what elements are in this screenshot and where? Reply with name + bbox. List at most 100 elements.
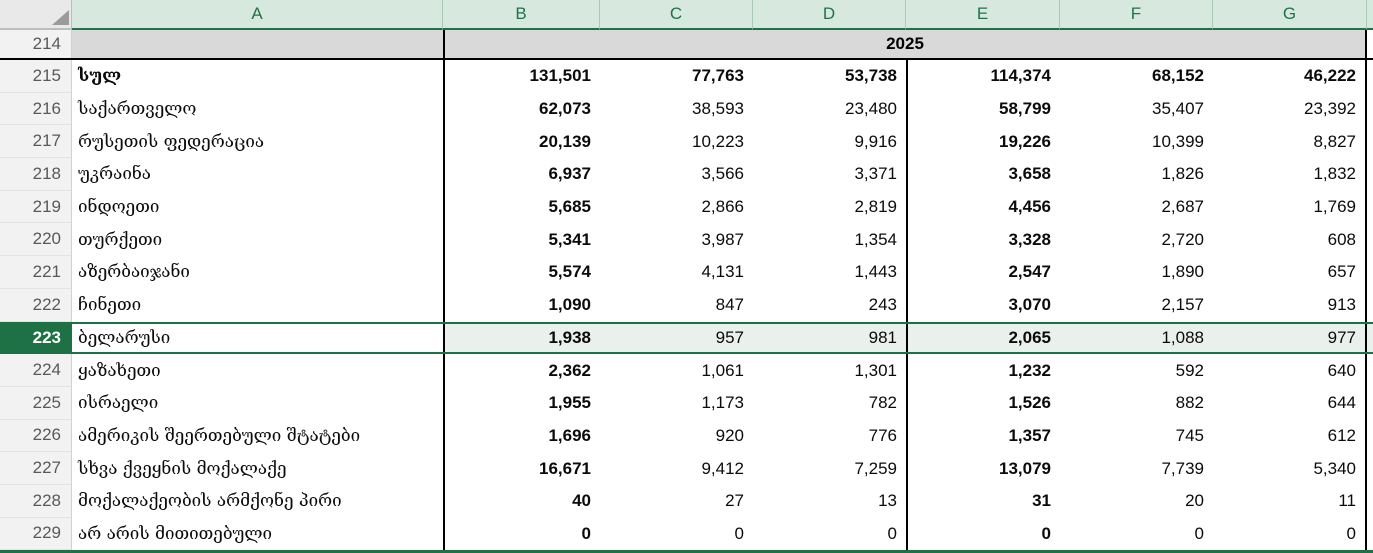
value-cell-d[interactable]: 53,738 bbox=[845, 66, 897, 86]
value-cell-d[interactable]: 776 bbox=[868, 425, 897, 445]
row-header-214[interactable]: 214 bbox=[0, 30, 72, 58]
column-header-d[interactable]: D bbox=[753, 0, 906, 30]
value-cell-e[interactable]: 19,226 bbox=[906, 125, 1060, 159]
value-cell-b[interactable]: 0 bbox=[443, 517, 600, 551]
value-cell-g[interactable]: 46,222 bbox=[1213, 60, 1367, 93]
country-label-cell[interactable]: საქართველო bbox=[78, 99, 197, 120]
value-cell-f[interactable]: 68,152 bbox=[1152, 66, 1204, 86]
value-cell-c[interactable]: 1,173 bbox=[701, 393, 744, 413]
column-header-f[interactable]: F bbox=[1060, 0, 1213, 30]
value-cell-g[interactable]: 977 bbox=[1213, 323, 1367, 353]
value-cell-d[interactable]: 1,354 bbox=[854, 229, 897, 249]
value-cell-g[interactable]: 608 bbox=[1213, 223, 1367, 257]
value-cell-e[interactable]: 1,526 bbox=[906, 386, 1060, 420]
select-all-corner[interactable] bbox=[0, 0, 72, 30]
value-cell-g[interactable]: 1,832 bbox=[1213, 158, 1367, 191]
value-cell-f[interactable]: 882 bbox=[1175, 393, 1204, 413]
country-label-cell[interactable]: არ არის მითითებული bbox=[78, 523, 273, 544]
country-label-cell[interactable]: ბელარუსი bbox=[78, 327, 171, 348]
value-cell-d[interactable]: 1,301 bbox=[854, 360, 897, 380]
country-label-cell[interactable]: რუსეთის ფედერაცია bbox=[78, 131, 265, 152]
value-cell-c[interactable]: 27 bbox=[725, 491, 744, 511]
value-cell-c[interactable]: 0 bbox=[734, 523, 744, 543]
value-cell-f[interactable]: 2,687 bbox=[1161, 197, 1204, 217]
value-cell-f[interactable]: 1,088 bbox=[1060, 323, 1213, 353]
value-cell-f[interactable]: 592 bbox=[1175, 360, 1204, 380]
year-merged-cell[interactable]: 2025 bbox=[443, 30, 1367, 58]
value-cell-g[interactable]: 5,340 bbox=[1213, 452, 1367, 485]
value-cell-d[interactable]: 13 bbox=[878, 491, 897, 511]
value-cell-b[interactable]: 131,501 bbox=[443, 60, 600, 93]
value-cell-b[interactable]: 40 bbox=[443, 484, 600, 518]
value-cell-e[interactable]: 31 bbox=[906, 484, 1060, 518]
value-cell-c[interactable]: 4,131 bbox=[701, 262, 744, 282]
value-cell-f[interactable]: 35,407 bbox=[1152, 99, 1204, 119]
value-cell-c[interactable]: 10,223 bbox=[692, 131, 744, 151]
value-cell-g[interactable]: 913 bbox=[1213, 288, 1367, 322]
value-cell-f[interactable]: 0 bbox=[1194, 523, 1204, 543]
country-label-cell[interactable]: თურქეთი bbox=[78, 229, 163, 250]
row-header-226[interactable]: 226 bbox=[0, 419, 72, 453]
value-cell-d[interactable]: 3,371 bbox=[854, 164, 897, 184]
value-cell-e[interactable]: 13,079 bbox=[906, 452, 1060, 485]
value-cell-c[interactable]: 38,593 bbox=[692, 99, 744, 119]
country-label-cell[interactable]: აზერბაიჯანი bbox=[78, 262, 190, 283]
row-header-223[interactable]: 223 bbox=[0, 323, 72, 353]
row-header-222[interactable]: 222 bbox=[0, 288, 72, 322]
value-cell-g[interactable]: 657 bbox=[1213, 256, 1367, 289]
row-header-225[interactable]: 225 bbox=[0, 386, 72, 420]
country-label-cell[interactable]: ჩინეთი bbox=[78, 295, 142, 316]
value-cell-c[interactable]: 3,987 bbox=[701, 229, 744, 249]
row-header-216[interactable]: 216 bbox=[0, 92, 72, 126]
value-cell-b[interactable]: 6,937 bbox=[443, 158, 600, 191]
value-cell-g[interactable]: 640 bbox=[1213, 354, 1367, 387]
value-cell-d[interactable]: 9,916 bbox=[854, 131, 897, 151]
value-cell-c[interactable]: 957 bbox=[600, 323, 753, 353]
value-cell-e[interactable]: 2,065 bbox=[906, 323, 1060, 353]
value-cell-c[interactable]: 1,061 bbox=[701, 360, 744, 380]
value-cell-f[interactable]: 2,157 bbox=[1161, 295, 1204, 315]
value-cell-d[interactable]: 0 bbox=[887, 523, 897, 543]
value-cell-f[interactable]: 2,720 bbox=[1161, 229, 1204, 249]
value-cell-b[interactable]: 5,574 bbox=[443, 256, 600, 289]
value-cell-d[interactable]: 23,480 bbox=[845, 99, 897, 119]
value-cell-c[interactable]: 2,866 bbox=[701, 197, 744, 217]
country-label-cell[interactable]: სხვა ქვეყნის მოქალაქე bbox=[78, 458, 287, 479]
value-cell-g[interactable]: 23,392 bbox=[1213, 92, 1367, 126]
column-header-a[interactable]: A bbox=[72, 0, 443, 30]
value-cell-e[interactable]: 4,456 bbox=[906, 190, 1060, 224]
value-cell-d[interactable]: 782 bbox=[868, 393, 897, 413]
country-label-cell[interactable]: სულ bbox=[78, 66, 122, 87]
value-cell-f[interactable]: 1,826 bbox=[1161, 164, 1204, 184]
country-label-cell[interactable]: უკრაინა bbox=[78, 164, 151, 185]
value-cell-b[interactable]: 16,671 bbox=[443, 452, 600, 485]
country-label-cell[interactable]: მოქალაქეობის არმქონე პირი bbox=[78, 491, 342, 512]
value-cell-e[interactable]: 1,357 bbox=[906, 419, 1060, 453]
value-cell-d[interactable]: 243 bbox=[868, 295, 897, 315]
row-header-219[interactable]: 219 bbox=[0, 190, 72, 224]
value-cell-f[interactable]: 7,739 bbox=[1161, 458, 1204, 478]
value-cell-g[interactable]: 11 bbox=[1213, 484, 1367, 518]
value-cell-f[interactable]: 20 bbox=[1185, 491, 1204, 511]
value-cell-b[interactable]: 5,341 bbox=[443, 223, 600, 257]
country-label-cell[interactable]: ყაზახეთი bbox=[78, 360, 161, 381]
value-cell-e[interactable]: 3,070 bbox=[906, 288, 1060, 322]
value-cell-b[interactable]: 1,955 bbox=[443, 386, 600, 420]
country-label-cell[interactable]: ინდოეთი bbox=[78, 197, 160, 218]
value-cell-d[interactable]: 7,259 bbox=[854, 458, 897, 478]
column-header-b[interactable]: B bbox=[443, 0, 600, 30]
value-cell-f[interactable]: 1,890 bbox=[1161, 262, 1204, 282]
value-cell-e[interactable]: 0 bbox=[906, 517, 1060, 551]
value-cell-d[interactable]: 2,819 bbox=[854, 197, 897, 217]
column-header-c[interactable]: C bbox=[600, 0, 753, 30]
row-header-229[interactable]: 229 bbox=[0, 517, 72, 551]
row-header-228[interactable]: 228 bbox=[0, 484, 72, 518]
value-cell-e[interactable]: 3,658 bbox=[906, 158, 1060, 191]
row-header-215[interactable]: 215 bbox=[0, 60, 72, 93]
value-cell-e[interactable]: 114,374 bbox=[906, 60, 1060, 93]
value-cell-b[interactable]: 20,139 bbox=[443, 125, 600, 159]
row-header-218[interactable]: 218 bbox=[0, 158, 72, 191]
row-header-217[interactable]: 217 bbox=[0, 125, 72, 159]
row-header-227[interactable]: 227 bbox=[0, 452, 72, 485]
value-cell-b[interactable]: 2,362 bbox=[443, 354, 600, 387]
